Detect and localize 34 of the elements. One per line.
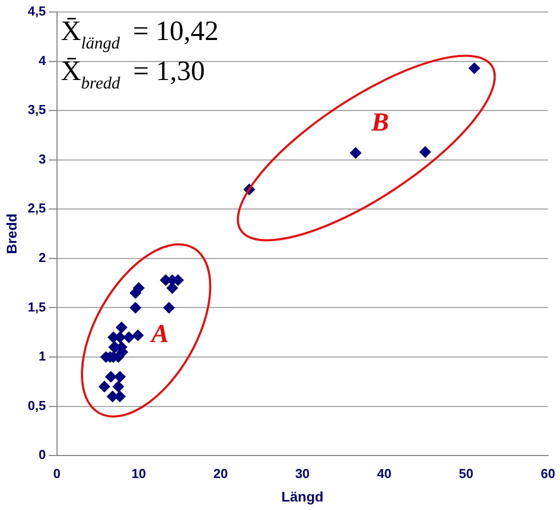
point [468,62,480,74]
point [112,381,124,392]
x-tick-label: 10 [131,466,146,481]
point [116,322,128,333]
x-tick-label: 0 [53,466,60,481]
point [350,147,362,158]
annotation: A [149,319,169,348]
x-tick-label: 40 [377,466,392,481]
point [164,302,175,314]
point [130,302,141,314]
point [105,371,116,382]
y-tick-label: 1,5 [28,299,46,314]
point [114,371,126,382]
y-tick-label: 2 [38,250,46,266]
y-tick-label: 2,5 [28,200,46,216]
y-tick-label: 0,5 [28,398,46,413]
point [123,332,134,343]
y-tick-label: 3,5 [28,102,46,118]
x-tick-label: 50 [458,466,474,481]
y-axis-title: Bredd [3,214,20,254]
y-tick-label: 3 [38,151,46,166]
y-tick-label: 0 [38,447,46,462]
y-tick-label: 1 [38,348,46,364]
point [420,146,431,158]
x-axis-title: Längd [281,488,324,504]
annotation: B [370,107,389,136]
x-tick-label: 20 [213,466,228,481]
x-tick-label: 60 [540,466,556,481]
point [132,330,144,341]
point [166,282,178,294]
point [98,381,110,392]
y-tick-label: 4,5 [28,4,46,19]
y-tick-label: 4 [38,52,47,68]
x-tick-label: 30 [295,466,310,481]
